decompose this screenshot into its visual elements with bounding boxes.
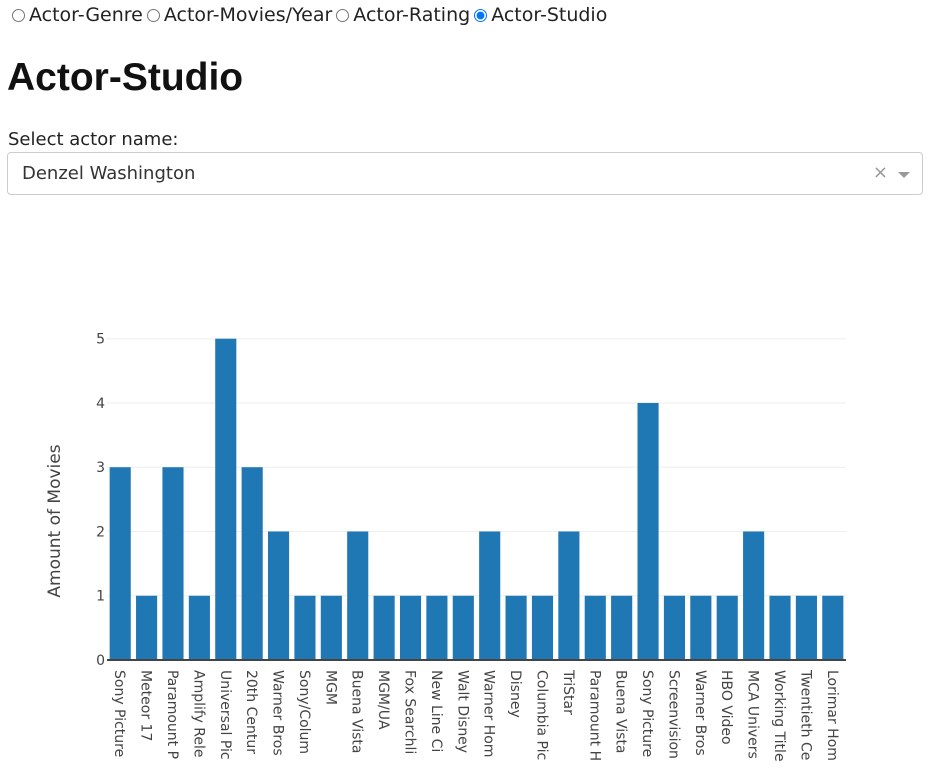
bar [637, 402, 659, 660]
tab-radios: Actor-Genre Actor-Movies/Year Actor-Rating… [12, 4, 607, 26]
y-tick-label: 4 [96, 396, 105, 412]
bar [584, 595, 606, 660]
y-tick-label: 2 [96, 524, 105, 540]
x-tick-label: Paramount H [586, 670, 602, 761]
bar [426, 595, 448, 660]
tab-label: Actor-Studio [491, 4, 608, 26]
bar [267, 531, 290, 660]
x-tick-label: Meteor 17 [138, 670, 154, 741]
x-tick-label: Paramount P [164, 670, 180, 759]
y-tick-label: 0 [96, 653, 105, 669]
x-tick-label: Screenvision [665, 670, 681, 759]
bar [399, 595, 422, 660]
bar [373, 595, 395, 660]
dropdown-arrow[interactable] [898, 172, 910, 178]
bar [822, 595, 844, 660]
y-tick-label: 3 [96, 460, 105, 476]
bar [743, 531, 765, 660]
bar [452, 595, 474, 660]
bar [611, 595, 633, 660]
x-tick-label: Amplify Rele [190, 670, 206, 758]
x-tick-label: MGM [322, 670, 338, 705]
dropdown-value: Denzel Washington [22, 163, 196, 184]
x-tick-label: Sony/Colum [296, 670, 312, 754]
bar [136, 595, 158, 660]
bar [294, 595, 316, 660]
tab-option[interactable]: Actor-Rating [336, 4, 470, 26]
bar [531, 595, 554, 660]
bar [505, 595, 527, 660]
tab-option[interactable]: Actor-Genre [12, 4, 143, 26]
bar [558, 531, 580, 660]
bar [716, 595, 738, 660]
bar [241, 467, 263, 660]
dropdown-label: Select actor name: [8, 129, 179, 150]
x-tick-label: Fox Searchli [402, 670, 418, 754]
x-tick-label: Twentieth Ce [797, 669, 813, 760]
x-tick-label: Universal Pic [217, 670, 233, 760]
x-tick-label: Lorimar Hom [824, 670, 840, 761]
bar [795, 595, 817, 660]
x-tick-label: MCA Univers [745, 670, 761, 759]
x-tick-label: Warner Bros [692, 670, 708, 756]
bar [215, 338, 237, 660]
bar [320, 595, 342, 660]
x-tick-label: New Line Ci [428, 670, 444, 752]
x-tick-label: Warner Hom [481, 670, 497, 757]
chart: 0 1 2 3 4 5 Amount of Movies Sony Picture Meteor… [45, 332, 846, 762]
x-tick-label: Sony Picture [111, 670, 127, 757]
bar [769, 595, 791, 660]
radio-button[interactable] [474, 8, 488, 22]
y-axis-title: Amount of Movies [45, 444, 65, 597]
x-tick-label: HBO Video [718, 670, 734, 745]
x-tick-label: Disney [507, 670, 523, 718]
clear-icon[interactable]: × [872, 162, 888, 183]
tab-label: Actor-Rating [353, 4, 471, 26]
actor-dropdown[interactable]: Denzel Washington × [7, 152, 923, 195]
bar [109, 467, 131, 660]
tab-label: Actor-Movies/Year [163, 4, 333, 26]
bar [162, 467, 184, 660]
x-tick-label: Warner Bros [270, 670, 286, 756]
bar [347, 531, 369, 660]
bar [479, 531, 501, 660]
x-tick-label: Columbia Pic [533, 670, 549, 760]
heading: Actor-Studio [7, 56, 244, 99]
y-tick-label: 5 [96, 332, 105, 348]
bar [663, 595, 686, 660]
bar [690, 595, 712, 660]
x-tick-label: MGM/UA [375, 670, 391, 730]
x-tick-label: Working Title [771, 670, 787, 762]
x-tick-label: Buena Vista [349, 670, 365, 754]
radio-button[interactable] [146, 8, 160, 22]
x-tick-label: 20th Centur [243, 670, 259, 754]
radio-button[interactable] [336, 8, 350, 22]
radio-button[interactable] [12, 8, 25, 22]
bar [188, 595, 210, 660]
y-tick-label: 1 [96, 589, 105, 605]
x-tick-label: Walt Disney [454, 670, 470, 753]
x-tick-label: TriStar [560, 669, 576, 715]
tab-option[interactable]: Actor-Studio [474, 4, 607, 26]
tab-option[interactable]: Actor-Movies/Year [146, 4, 333, 26]
x-tick-label: Sony Picture [639, 670, 655, 757]
tab-label: Actor-Genre [29, 4, 143, 26]
x-tick-label: Buena Vista [613, 670, 629, 754]
